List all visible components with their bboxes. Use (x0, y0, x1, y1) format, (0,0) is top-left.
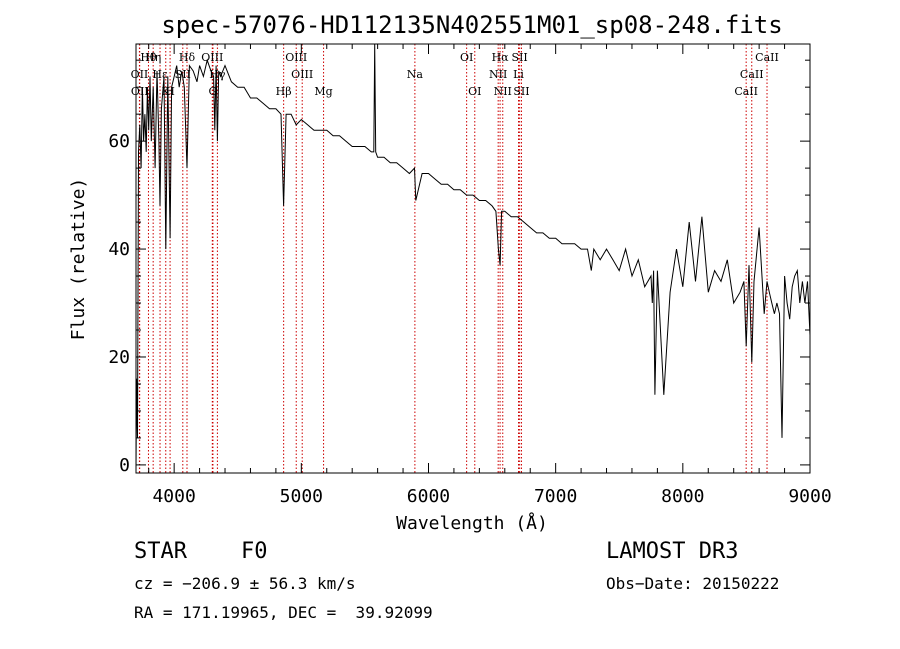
y-tick-label: 20 (108, 347, 130, 368)
axes: 4000 5000 6000 7000 8000 9000 0 20 40 60 (108, 44, 832, 507)
spectral-line-label: Hη (145, 51, 161, 64)
spectral-line-label: Hθ (140, 51, 157, 64)
redshift-value: cz = −206.9 ± 56.3 km/s (134, 574, 356, 593)
spectral-line-label: CaII (740, 68, 764, 81)
spectral-line-label: OIII (201, 51, 223, 64)
spectral-line-label: OII (131, 85, 149, 98)
spectral-line-label: Li (513, 68, 524, 81)
x-tick-label: 6000 (407, 486, 450, 507)
spectral-line-label: Hα (492, 51, 510, 64)
spectral-line-label: CaII (755, 51, 779, 64)
spectral-line-label: K (162, 85, 171, 98)
y-tick-label: 60 (108, 131, 130, 152)
chart-title: spec-57076-HD112135N402551M01_sp08-248.f… (161, 11, 782, 39)
x-axis-label: Wavelength (Å) (396, 512, 548, 534)
spectral-line-label: SII (512, 51, 528, 64)
spectral-line-markers (138, 44, 768, 473)
x-tick-label: 8000 (661, 486, 704, 507)
spectral-line-label: SII (513, 85, 529, 98)
coordinates: RA = 171.19965, DEC = 39.92099 (134, 603, 433, 622)
x-tick-label: 9000 (788, 486, 831, 507)
object-class: STAR (134, 539, 187, 564)
spectral-line-label: Hβ (276, 85, 292, 98)
y-tick-label: 40 (108, 239, 130, 260)
survey-name: LAMOST DR3 (606, 539, 739, 564)
y-tick-label: 0 (119, 455, 130, 476)
x-tick-label: 4000 (152, 486, 195, 507)
spectrum-series-line (135, 43, 811, 471)
x-tick-label: 7000 (534, 486, 577, 507)
spectral-line-label: G (209, 85, 218, 98)
spectral-line-label: H (165, 85, 175, 98)
observation-date: Obs−Date: 20150222 (606, 574, 780, 593)
y-axis-label: Flux (relative) (68, 178, 89, 341)
x-tick-label: 5000 (280, 486, 323, 507)
spectral-line-label: OI (460, 51, 473, 64)
spectral-line-label: NII (494, 85, 512, 98)
spectral-line-label: OII (131, 68, 149, 81)
spectral-line-label: Mg (314, 85, 332, 98)
spectral-line-label: Hε (152, 68, 168, 81)
spectral-line-label: OI (468, 85, 481, 98)
spectral-line-label: Na (407, 68, 424, 81)
spectral-line-label: CaII (734, 85, 758, 98)
spectral-subclass: F0 (241, 539, 268, 564)
spectral-line-label: Hδ (179, 51, 196, 64)
spectral-line-label: OIII (285, 51, 307, 64)
spectral-line-label: NII (489, 68, 507, 81)
plot-frame (135, 43, 811, 474)
spectral-line-label: OIII (291, 68, 313, 81)
